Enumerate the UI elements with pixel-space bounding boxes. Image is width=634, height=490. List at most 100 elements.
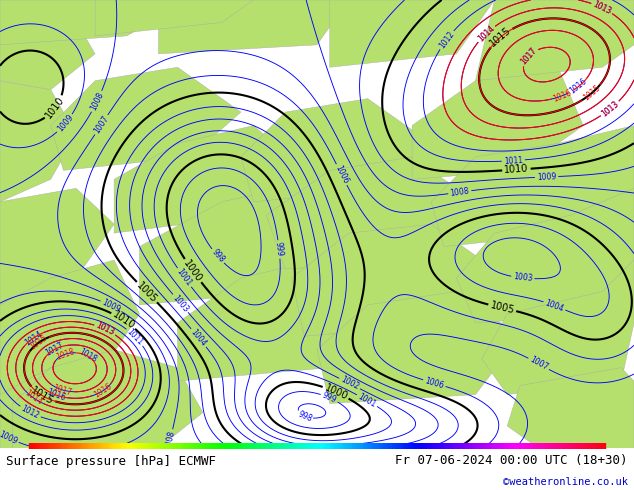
Text: 1016: 1016 xyxy=(568,77,589,96)
Text: 1006: 1006 xyxy=(333,164,350,185)
Text: 1007: 1007 xyxy=(93,114,110,135)
Bar xyxy=(231,443,233,449)
Bar xyxy=(332,443,334,449)
Bar xyxy=(498,443,501,449)
Bar xyxy=(101,443,104,449)
Bar xyxy=(487,443,490,449)
Bar xyxy=(104,443,107,449)
Bar xyxy=(441,443,444,449)
Polygon shape xyxy=(51,67,241,171)
Bar xyxy=(539,443,542,449)
Bar xyxy=(236,443,239,449)
Bar xyxy=(225,443,228,449)
Bar xyxy=(432,443,435,449)
Bar xyxy=(496,443,498,449)
Bar xyxy=(493,443,496,449)
Text: 1010: 1010 xyxy=(44,95,67,121)
Bar xyxy=(412,443,415,449)
Text: 1011: 1011 xyxy=(125,327,145,347)
Bar xyxy=(110,443,112,449)
Polygon shape xyxy=(13,350,203,448)
Bar xyxy=(490,443,493,449)
Bar xyxy=(328,443,332,449)
Bar xyxy=(366,443,369,449)
Bar xyxy=(35,443,37,449)
Bar xyxy=(181,443,184,449)
Text: 1015: 1015 xyxy=(581,84,602,103)
Bar xyxy=(314,443,317,449)
Bar xyxy=(582,443,585,449)
Polygon shape xyxy=(476,0,634,81)
Bar xyxy=(222,443,225,449)
Bar xyxy=(464,443,467,449)
Bar xyxy=(415,443,418,449)
Bar xyxy=(513,443,516,449)
Bar xyxy=(576,443,579,449)
Bar xyxy=(49,443,52,449)
Text: 1013: 1013 xyxy=(592,0,612,16)
Polygon shape xyxy=(114,125,304,233)
Bar xyxy=(115,443,118,449)
Bar xyxy=(233,443,236,449)
Bar xyxy=(84,443,86,449)
Text: 1003: 1003 xyxy=(513,272,533,283)
Bar xyxy=(265,443,268,449)
Polygon shape xyxy=(292,224,495,336)
Bar xyxy=(476,443,479,449)
Bar xyxy=(274,443,276,449)
Bar xyxy=(239,443,242,449)
Text: 1015: 1015 xyxy=(488,25,514,49)
Text: 1000: 1000 xyxy=(181,258,204,284)
Text: 1013: 1013 xyxy=(600,99,621,119)
Text: 1000: 1000 xyxy=(323,383,349,402)
Text: 999: 999 xyxy=(321,391,338,405)
Polygon shape xyxy=(0,359,178,448)
Bar xyxy=(308,443,311,449)
Bar xyxy=(262,443,265,449)
Bar xyxy=(320,443,323,449)
Text: 1010: 1010 xyxy=(504,164,529,175)
Text: 1004: 1004 xyxy=(544,298,565,313)
Text: 999: 999 xyxy=(274,242,284,257)
Polygon shape xyxy=(431,125,634,246)
Bar xyxy=(268,443,271,449)
Text: 1013: 1013 xyxy=(94,321,115,338)
Bar xyxy=(352,443,354,449)
Text: 1005: 1005 xyxy=(489,300,515,316)
Bar xyxy=(593,443,597,449)
Bar xyxy=(340,443,343,449)
Text: 1005: 1005 xyxy=(134,280,159,304)
Bar xyxy=(291,443,294,449)
Bar xyxy=(98,443,101,449)
Bar xyxy=(444,443,447,449)
Bar xyxy=(86,443,89,449)
Bar xyxy=(599,443,602,449)
Bar xyxy=(158,443,162,449)
Bar xyxy=(153,443,155,449)
Bar xyxy=(58,443,60,449)
Bar xyxy=(358,443,360,449)
Text: Surface pressure [hPa] ECMWF: Surface pressure [hPa] ECMWF xyxy=(6,455,216,468)
Bar xyxy=(360,443,363,449)
Bar xyxy=(245,443,248,449)
Text: 1009: 1009 xyxy=(0,429,18,446)
Bar xyxy=(343,443,346,449)
Polygon shape xyxy=(0,81,76,202)
Bar xyxy=(92,443,95,449)
Bar xyxy=(213,443,216,449)
Text: 1010: 1010 xyxy=(111,309,137,331)
Bar xyxy=(210,443,213,449)
Bar xyxy=(228,443,231,449)
Bar xyxy=(162,443,164,449)
Bar xyxy=(196,443,199,449)
Bar xyxy=(398,443,401,449)
Polygon shape xyxy=(95,0,254,36)
Bar xyxy=(52,443,55,449)
Bar xyxy=(550,443,553,449)
Bar xyxy=(89,443,92,449)
Text: 1002: 1002 xyxy=(339,375,360,392)
Bar xyxy=(418,443,421,449)
Text: 1017: 1017 xyxy=(52,383,73,397)
Bar xyxy=(257,443,259,449)
Bar xyxy=(438,443,441,449)
